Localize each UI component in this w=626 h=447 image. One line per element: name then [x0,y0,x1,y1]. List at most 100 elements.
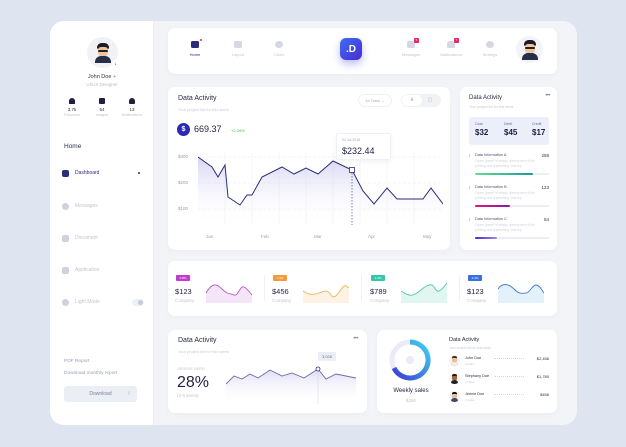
gear-icon [486,41,494,48]
donut-label: Weekly sales [393,388,429,394]
profile-avatar[interactable]: ↓ [87,37,119,68]
grid-view-button[interactable]: ▢ [427,97,433,103]
sidebar-item-light-mode[interactable]: Light Mode [62,296,144,308]
x-axis-label: Mar [314,234,322,239]
section-title: Home [64,143,82,150]
kpi-card[interactable]: 0.8% $123 Company [168,261,265,316]
profile-stats: 3.7k Followers 64 Images 13 Notifications [58,98,146,117]
light-mode-toggle[interactable] [132,298,144,306]
document-icon [62,234,69,242]
card-subtitle: Your project list for this week [449,346,491,350]
contrast-icon [62,298,69,306]
tab-notifications[interactable]: 7 Notifications [440,38,462,57]
dashboard-window: ↓ John Doe + UI/UX Designer 3.7k Follower… [50,21,577,425]
user-avatar[interactable] [516,36,543,63]
home-icon [191,39,202,48]
data-activity-summary-card: Data Activity Your project list for this… [460,87,557,250]
tab-home[interactable]: Home [180,39,210,57]
grid-icon [62,266,69,274]
person-avatar [449,355,460,366]
person-avatar [449,391,460,402]
image-icon [99,98,105,104]
progress-bar [475,237,549,239]
urgent-percent: 28% [177,374,210,391]
urgent-line-chart [226,366,356,404]
person-row[interactable]: Stephany Doe 3 tasks $1,780 [449,373,549,387]
more-options-button[interactable]: ••• [545,93,550,99]
sidebar-item-application[interactable]: Application [62,264,142,276]
y-axis-label: $100 [178,206,189,211]
tab-messages[interactable]: 5 Messages [401,38,421,57]
card-title: Data Activity [178,337,217,344]
active-dot [138,172,140,174]
balance-delta: +2.34% [231,128,245,133]
user-icon [69,98,75,104]
kpi-card[interactable]: 3.4% $123 Company [460,261,557,316]
sparkline [401,282,447,303]
home-icon [62,169,69,177]
layout-icon [234,41,242,48]
tab-layout[interactable]: Layout [223,41,253,57]
card-title: Data Activity [449,337,480,343]
x-axis-label: Jan [206,234,214,239]
download-button[interactable]: Download ⇪ [64,386,137,402]
tab-chart[interactable]: Chart [264,41,294,57]
y-axis-label: $200 [178,180,189,185]
plus-icon: + [112,74,117,80]
urgent-label: URGENT NEED [177,367,205,371]
x-axis-label: May [423,234,432,239]
urgent-need-card: Data Activity Your project list for this… [168,330,367,413]
balance-value: 669.37 [194,124,222,134]
progress-bar [475,173,549,175]
kpi-row: 0.8% $123 Company 1.4% $456 Company 1.2%… [168,261,557,316]
y-axis-label: $300 [178,154,189,159]
card-subtitle: Your project list for this week [178,349,229,354]
weekly-sales-card: Weekly sales $250 Data Activity Your pro… [377,330,557,413]
x-axis-label: Apr [368,234,376,239]
sidebar-item-messages[interactable]: Messages [62,200,142,212]
pie-chart-icon [275,41,283,48]
app-logo[interactable]: .D [340,38,362,60]
kpi-card[interactable]: 1.2% $789 Company [363,261,460,316]
weekly-sales-donut [389,339,431,381]
urgent-items: (2-5 items) [177,393,199,398]
more-options-button[interactable]: ••• [353,336,358,342]
card-subtitle: Your project list for this week [469,105,514,109]
stat-images: 64 Images [88,98,116,117]
person-row[interactable]: Jennie Doe 3 tasks $456 [449,391,549,405]
kpi-card[interactable]: 1.4% $456 Company [265,261,362,316]
avatar-icon [521,39,538,60]
sidebar-item-document[interactable]: Document [62,232,142,244]
sparkline-tooltip: 3,026 [318,352,336,361]
message-icon [62,202,69,210]
chart-tooltip: 02 Jul 2018 $232.44 [336,133,391,160]
person-row[interactable]: John Doe 3 tasks $2,456 [449,355,549,369]
sidebar-item-dashboard[interactable]: Dashboard [62,167,142,179]
card-title: Data Activity [178,95,217,102]
dollar-icon: $ [177,123,190,136]
list-view-button[interactable]: ⁝⁝ [402,95,422,106]
top-navigation: Home Layout Chart .D 5 Messages 7 Notifica… [168,28,557,74]
sparkline [498,284,544,303]
upload-icon: ⇪ [126,391,131,397]
stat-followers: 3.7k Followers [58,98,86,117]
stat-notifications: 13 Notifications [118,98,146,117]
user-role: UI/UX Designer [86,82,118,87]
avatar-icon [94,42,111,63]
sidebar: ↓ John Doe + UI/UX Designer 3.7k Follower… [50,21,154,425]
tab-settings[interactable]: Settings [475,41,505,57]
sparkline [206,284,252,303]
line-chart [198,153,443,225]
highlight-point[interactable] [349,167,355,173]
bell-icon: 7 [447,38,459,48]
data-activity-chart-card: Data Activity Your project list for this… [168,87,450,250]
chevron-down-icon: ⌄ [381,99,385,103]
notifications-badge: 7 [454,38,459,43]
user-name: John Doe + [87,74,117,80]
sparkline [303,285,349,303]
card-subtitle: Your project list for this week [178,107,229,112]
cash-debit-credit-summary: Cash $32 Debit $45 Credit $17 [469,117,549,145]
view-toggle: ⁝⁝ ▢ [401,94,441,107]
bell-icon [129,98,135,104]
task-filter-dropdown[interactable]: All Tasks ⌄ [358,94,392,107]
